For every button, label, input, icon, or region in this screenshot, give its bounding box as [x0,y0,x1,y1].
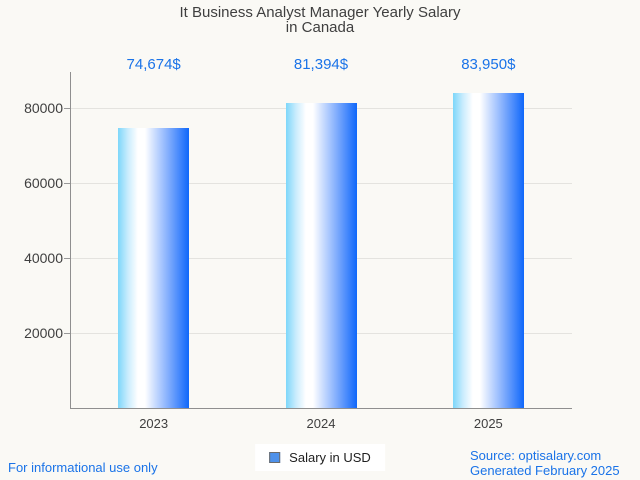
bar-2023[interactable] [118,128,190,408]
chart-title-line1: It Business Analyst Manager Yearly Salar… [179,4,461,21]
y-tick-label: 80000 [24,100,63,116]
x-tick-label-2023: 2023 [139,416,169,431]
x-tick-label-2024: 2024 [306,416,336,431]
x-tick-label-2025: 2025 [473,416,503,431]
bar-2025[interactable] [452,93,524,408]
legend-label: Salary in USD [289,450,371,465]
y-tick-label: 40000 [24,250,63,266]
y-tick-label: 20000 [24,325,63,341]
bar-value-label-2023: 74,674$ [126,56,181,73]
legend-item[interactable]: Salary in USD [255,444,385,471]
x-axis-line [70,408,572,409]
bar-value-label-2024: 81,394$ [293,56,349,73]
source-link[interactable]: Source: optisalary.com [470,448,602,463]
y-axis-tick [64,107,70,109]
y-tick-label: 60000 [24,175,63,191]
y-axis-tick [64,332,70,334]
bar-2024[interactable] [285,103,357,408]
legend-marker-icon [269,452,281,463]
bar-value-label-2025: 83,950$ [461,56,516,73]
y-axis-tick [64,257,70,259]
y-axis-tick [64,182,70,184]
disclaimer-text: For informational use only [8,460,158,475]
source-block: Source: optisalary.com Generated Februar… [470,448,620,478]
generated-date: Generated February 2025 [470,463,620,478]
chart-title-line2: in Canada [285,19,355,36]
y-axis-line [70,72,71,409]
